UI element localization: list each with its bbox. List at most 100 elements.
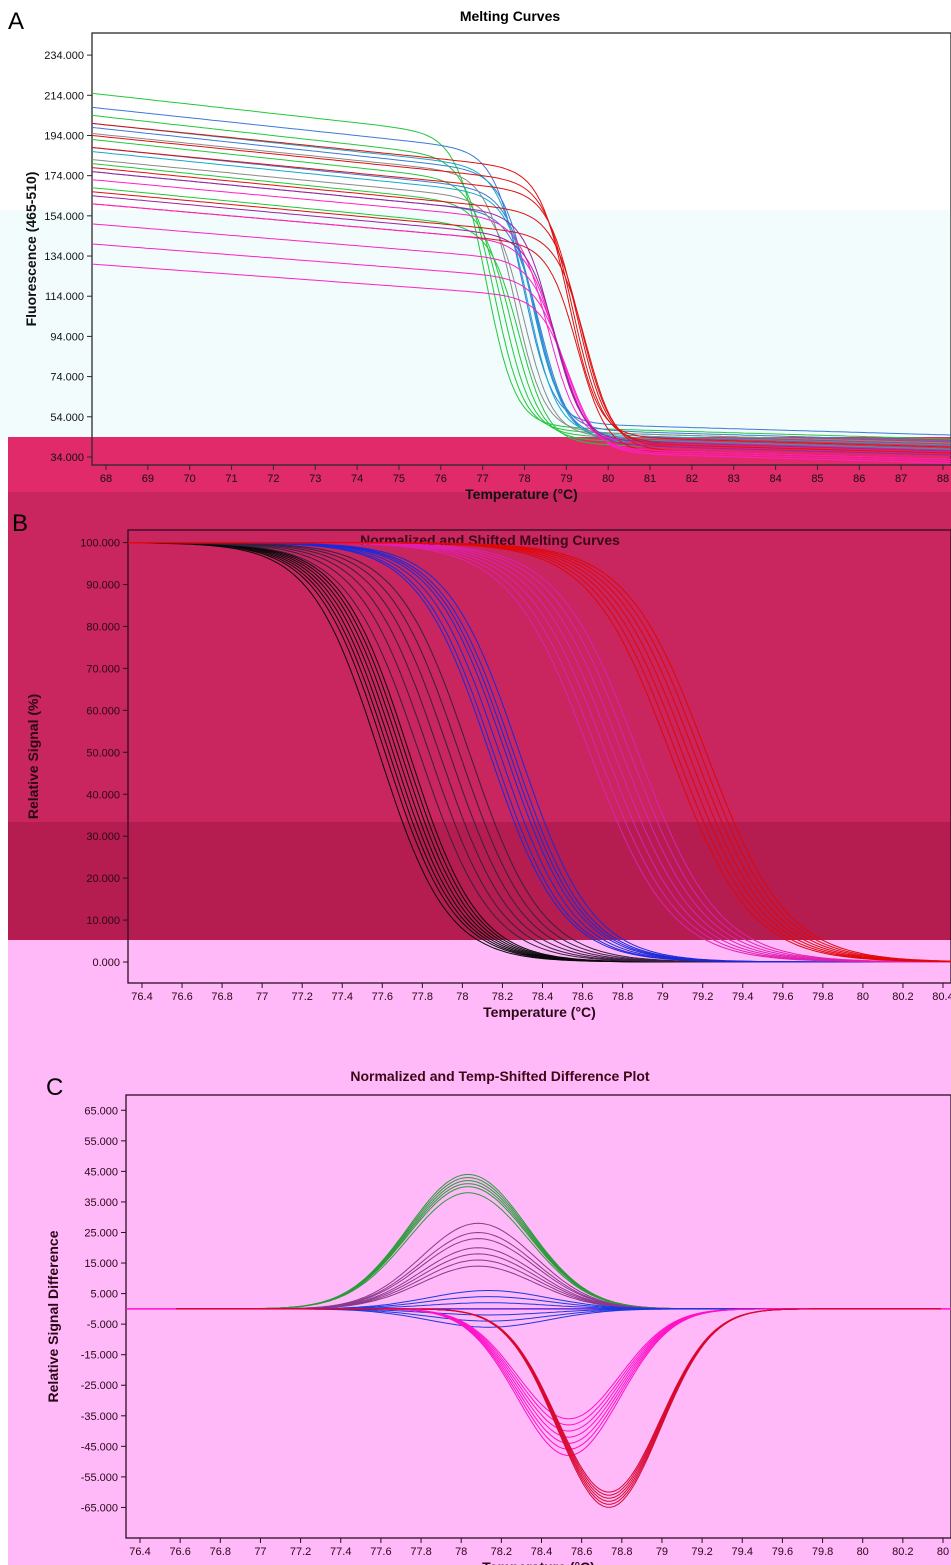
x-tick-label: 82	[686, 473, 698, 485]
melting-curve-a	[91, 92, 951, 440]
x-tick-label: 79.4	[732, 991, 753, 1003]
x-tick-label: 77	[254, 1546, 266, 1558]
x-tick-label: 73	[309, 473, 321, 485]
x-tick-label: 79	[560, 473, 572, 485]
x-tick-label: 78.8	[611, 1546, 632, 1558]
y-tick-label: 94.000	[50, 331, 84, 343]
normalized-curve-b	[128, 542, 951, 963]
difference-curve-c	[176, 1308, 941, 1505]
x-tick-label: 77.2	[290, 1546, 311, 1558]
x-tick-label: 87	[895, 473, 907, 485]
x-tick-label: 75	[393, 473, 405, 485]
x-tick-label: 74	[351, 473, 363, 485]
normalized-curve-b	[128, 542, 951, 962]
melting-curve-a	[91, 106, 951, 436]
melting-curve-a	[91, 191, 951, 460]
y-tick-label: 50.000	[86, 747, 120, 759]
x-tick-label: 86	[853, 473, 865, 485]
normalized-curve-b	[128, 542, 951, 963]
x-tick-label: 76	[435, 473, 447, 485]
x-tick-label: 78	[518, 473, 530, 485]
y-tick-label: 65.000	[84, 1105, 118, 1117]
y-axis-label: Fluorescence (465-510)	[23, 172, 39, 327]
panel-label-c: C	[46, 1074, 64, 1101]
normalized-curve-b	[128, 542, 951, 963]
x-tick-label: 79.6	[772, 1546, 793, 1558]
melting-curve-a	[91, 179, 951, 452]
x-tick-label: 77.4	[330, 1546, 351, 1558]
y-tick-label: 214.000	[44, 90, 84, 102]
y-tick-label: -25.000	[81, 1380, 118, 1392]
x-tick-label: 72	[267, 473, 279, 485]
x-tick-label: 76.4	[131, 991, 152, 1003]
melting-curve-a	[91, 187, 951, 456]
normalized-curve-b	[128, 542, 951, 963]
difference-curve-c	[176, 1308, 941, 1420]
y-tick-label: 40.000	[86, 789, 120, 801]
chart-b-title: Normalized and Shifted Melting Curves	[360, 532, 620, 548]
y-tick-label: 194.000	[44, 130, 84, 142]
normalized-curve-b	[128, 542, 951, 963]
normalized-curve-b	[128, 542, 951, 963]
normalized-curve-b	[128, 542, 951, 962]
normalized-curve-b	[128, 542, 951, 962]
x-tick-label: 83	[728, 473, 740, 485]
x-tick-label: 88	[937, 473, 949, 485]
normalized-curve-b	[128, 542, 951, 963]
normalized-curve-b	[128, 542, 951, 963]
melting-curve-a	[91, 223, 951, 460]
melting-curve-a	[91, 163, 951, 452]
y-tick-label: 55.000	[84, 1136, 118, 1148]
chart-c-title: Normalized and Temp-Shifted Difference P…	[350, 1068, 650, 1084]
normalized-curve-b	[127, 542, 951, 963]
difference-curve-c	[176, 1308, 941, 1496]
chart-a: 234.000 214.000 194.000 174.000 154.000 134.0…	[23, 32, 951, 502]
normalized-curve-b	[128, 542, 951, 963]
x-tick-label: 78.4	[531, 1546, 552, 1558]
melting-curve-a	[91, 147, 951, 448]
x-tick-label: 80	[937, 1546, 949, 1558]
x-tick-label: 79.8	[812, 991, 833, 1003]
x-tick-label: 79.2	[691, 1546, 712, 1558]
difference-curve-c	[176, 1308, 941, 1426]
x-tick-label: 69	[142, 473, 154, 485]
y-tick-label: -35.000	[81, 1411, 118, 1423]
x-tick-label: 79.6	[772, 991, 793, 1003]
x-tick-label: 81	[644, 473, 656, 485]
difference-curve-c	[176, 1238, 941, 1310]
y-tick-label: 5.000	[90, 1289, 118, 1301]
y-tick-label: -65.000	[81, 1502, 118, 1514]
x-tick-label: 76.8	[211, 991, 232, 1003]
chart-b: 100.000 90.000 80.000 70.000 60.000 50.000 40.…	[25, 529, 951, 1020]
y-tick-label: 15.000	[84, 1258, 118, 1270]
plot-frame	[127, 529, 951, 984]
normalized-curve-b	[128, 542, 951, 963]
difference-curve-c	[176, 1177, 941, 1310]
y-tick-label: 134.000	[44, 251, 84, 263]
normalized-curve-b	[128, 542, 951, 963]
chart-a-title: Melting Curves	[459, 8, 561, 24]
x-tick-label: 80	[857, 1546, 869, 1558]
x-tick-label: 77.6	[370, 1546, 391, 1558]
y-tick-label: 60.000	[86, 705, 120, 717]
y-tick-label: 0.000	[92, 957, 120, 969]
difference-curve-c	[176, 1308, 941, 1316]
melting-curve-a	[91, 147, 951, 454]
melting-curve-a	[91, 133, 951, 444]
x-tick-label: 78.8	[612, 991, 633, 1003]
y-tick-label: 80.000	[86, 621, 120, 633]
x-tick-label: 77.8	[410, 1546, 431, 1558]
panel-label-b: B	[12, 510, 29, 537]
x-tick-label: 77.2	[291, 991, 312, 1003]
normalized-curve-b	[128, 542, 951, 963]
y-tick-label: 54.000	[50, 412, 84, 424]
normalized-curve-b	[128, 542, 951, 963]
x-tick-label: 77	[477, 473, 489, 485]
normalized-curve-b	[128, 542, 951, 963]
x-tick-label: 80.4	[932, 991, 951, 1003]
y-tick-label: -5.000	[87, 1319, 118, 1331]
y-tick-label: 154.000	[44, 211, 84, 223]
difference-curve-c	[176, 1308, 941, 1438]
normalized-curve-b	[128, 542, 951, 963]
